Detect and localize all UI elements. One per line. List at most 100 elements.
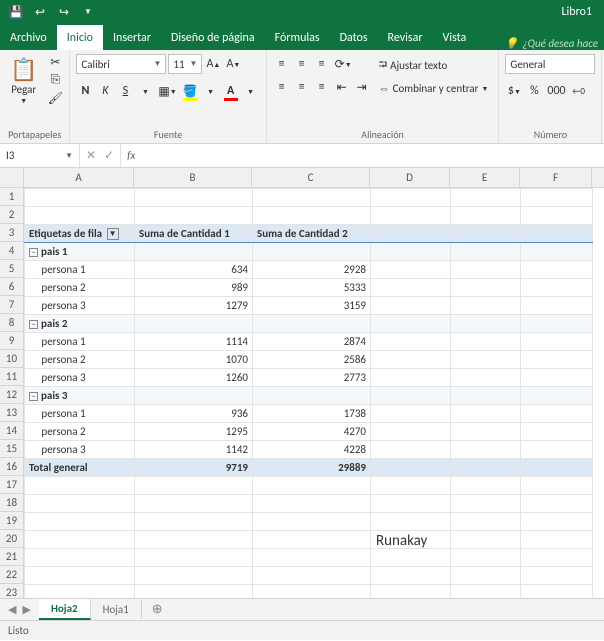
chevron-down-icon[interactable]: ▼ — [242, 81, 260, 101]
cell[interactable] — [135, 513, 253, 531]
row-header[interactable]: 13 — [0, 404, 23, 422]
cell[interactable] — [371, 333, 451, 351]
cell[interactable] — [521, 531, 593, 549]
cell[interactable] — [521, 189, 593, 207]
cell[interactable] — [371, 315, 451, 333]
cell[interactable] — [371, 261, 451, 279]
cell[interactable] — [25, 549, 135, 567]
row-header[interactable]: 1 — [0, 188, 23, 206]
underline-button[interactable]: S — [116, 81, 134, 101]
cell[interactable]: 1070 — [135, 351, 253, 369]
col-header[interactable]: E — [450, 168, 520, 187]
cell[interactable] — [521, 333, 593, 351]
cell[interactable] — [371, 405, 451, 423]
tab-review[interactable]: Revisar — [378, 25, 433, 50]
cell[interactable]: persona 2 — [25, 423, 135, 441]
cell[interactable] — [135, 531, 253, 549]
cell[interactable] — [521, 477, 593, 495]
cell[interactable]: 989 — [135, 279, 253, 297]
cell[interactable] — [253, 315, 371, 333]
cell[interactable] — [521, 225, 593, 243]
cell[interactable] — [521, 495, 593, 513]
align-left-button[interactable]: ≡ — [273, 77, 291, 97]
cell[interactable] — [521, 405, 593, 423]
cell[interactable] — [135, 243, 253, 261]
cell[interactable] — [135, 477, 253, 495]
cell[interactable] — [451, 369, 521, 387]
cell[interactable] — [451, 387, 521, 405]
cell[interactable] — [135, 189, 253, 207]
cell[interactable]: 2586 — [253, 351, 371, 369]
row-header[interactable]: 2 — [0, 206, 23, 224]
cell[interactable] — [371, 459, 451, 477]
row-header[interactable]: 8 — [0, 314, 23, 332]
cell[interactable]: 634 — [135, 261, 253, 279]
font-color-button[interactable]: A — [222, 81, 240, 101]
row-header[interactable]: 16 — [0, 458, 23, 476]
cell[interactable] — [135, 315, 253, 333]
cell[interactable] — [253, 477, 371, 495]
col-header[interactable]: D — [370, 168, 450, 187]
cell[interactable] — [135, 387, 253, 405]
cell[interactable] — [371, 189, 451, 207]
row-header[interactable]: 14 — [0, 422, 23, 440]
cell[interactable] — [371, 513, 451, 531]
cell[interactable] — [135, 567, 253, 585]
row-header[interactable]: 9 — [0, 332, 23, 350]
cell[interactable] — [451, 531, 521, 549]
cell[interactable] — [451, 351, 521, 369]
align-middle-button[interactable]: ≡ — [293, 54, 311, 74]
cell[interactable] — [451, 513, 521, 531]
border-button[interactable]: ▦▼ — [156, 81, 178, 101]
cell[interactable] — [25, 531, 135, 549]
row-header[interactable]: 17 — [0, 476, 23, 494]
cell[interactable] — [521, 549, 593, 567]
col-header[interactable]: C — [252, 168, 370, 187]
col-header[interactable]: F — [520, 168, 592, 187]
italic-button[interactable]: K — [96, 81, 114, 101]
cell[interactable] — [371, 387, 451, 405]
comma-button[interactable]: 000 — [545, 81, 567, 101]
grow-font-button[interactable]: A▲ — [204, 54, 222, 74]
name-box[interactable]: I3▼ — [0, 144, 80, 167]
cell[interactable] — [253, 567, 371, 585]
cell[interactable]: 4228 — [253, 441, 371, 459]
cell[interactable]: Suma de Cantidad 2 — [253, 225, 371, 243]
cell[interactable] — [253, 243, 371, 261]
cell[interactable] — [25, 495, 135, 513]
tell-me[interactable]: 💡¿Qué desea hace — [505, 37, 604, 50]
cell[interactable] — [371, 369, 451, 387]
cell[interactable] — [253, 513, 371, 531]
cell[interactable] — [521, 351, 593, 369]
cell[interactable]: 2874 — [253, 333, 371, 351]
tab-data[interactable]: Datos — [330, 25, 378, 50]
row-header[interactable]: 5 — [0, 260, 23, 278]
cell[interactable] — [521, 261, 593, 279]
chevron-down-icon[interactable]: ▼ — [136, 81, 154, 101]
cell[interactable] — [451, 261, 521, 279]
row-header[interactable]: 10 — [0, 350, 23, 368]
cell[interactable] — [253, 549, 371, 567]
cell[interactable] — [521, 513, 593, 531]
cell[interactable] — [451, 279, 521, 297]
cell[interactable]: 936 — [135, 405, 253, 423]
undo-icon[interactable]: ↩ — [32, 4, 48, 20]
cell[interactable] — [25, 207, 135, 225]
cell[interactable]: 1142 — [135, 441, 253, 459]
cell[interactable] — [521, 459, 593, 477]
cell[interactable] — [451, 405, 521, 423]
cell[interactable]: persona 1 — [25, 333, 135, 351]
indent-increase-button[interactable]: ⇥ — [353, 77, 371, 97]
cell[interactable] — [25, 567, 135, 585]
align-bottom-button[interactable]: ≡ — [313, 54, 331, 74]
cell[interactable] — [451, 189, 521, 207]
font-size-combo[interactable]: 11▼ — [168, 54, 202, 74]
cell[interactable] — [371, 495, 451, 513]
collapse-icon[interactable]: − — [29, 248, 38, 257]
align-right-button[interactable]: ≡ — [313, 77, 331, 97]
redo-icon[interactable]: ↪ — [56, 4, 72, 20]
row-header[interactable]: 21 — [0, 548, 23, 566]
cell[interactable]: Suma de Cantidad 1 — [135, 225, 253, 243]
merge-center-button[interactable]: ⇔Combinar y centrar▼ — [375, 80, 493, 97]
cell[interactable] — [253, 189, 371, 207]
